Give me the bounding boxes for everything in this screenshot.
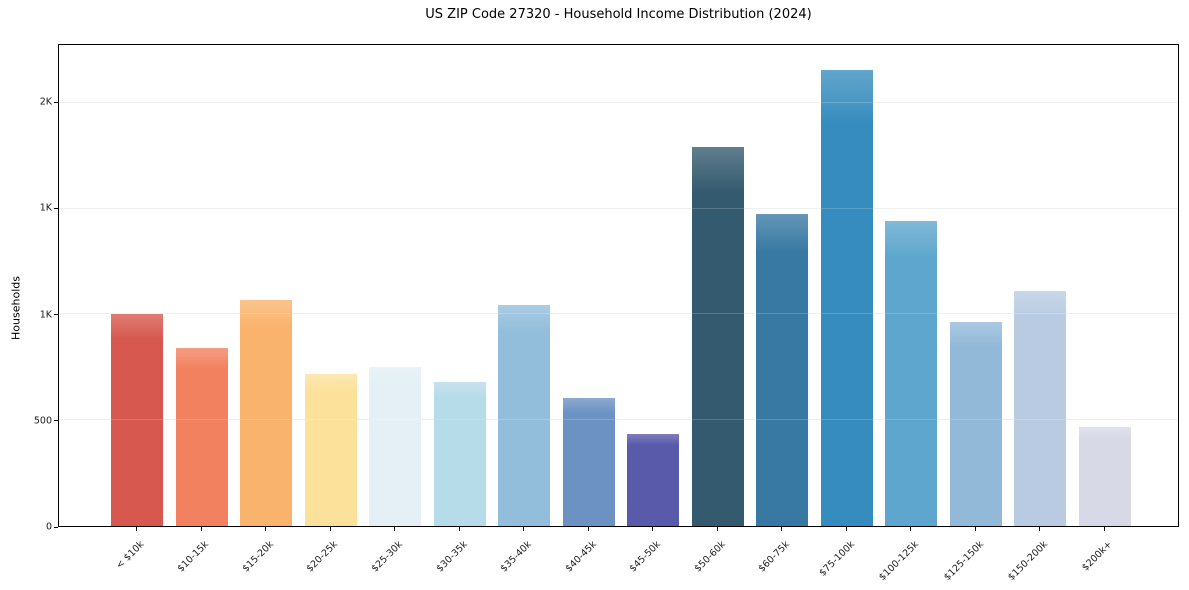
x-tick-mark — [458, 527, 460, 531]
y-tick-mark — [54, 526, 58, 528]
x-tick-label: $35-40k — [498, 539, 534, 575]
y-tick-label: 1K — [39, 308, 52, 320]
y-tick-label: 1K — [39, 202, 52, 214]
x-tick-label: $20-25k — [304, 539, 341, 575]
bar-35-40k — [498, 304, 551, 526]
x-tick-mark — [974, 527, 976, 531]
x-tick-mark — [652, 527, 654, 531]
gridline-overlay — [59, 207, 1178, 209]
bar-45-50k — [627, 433, 680, 526]
gridline-overlay — [59, 419, 1178, 421]
x-tick-label: $25-30k — [369, 539, 405, 575]
x-tick-mark — [136, 527, 137, 531]
x-tick-mark — [394, 527, 396, 531]
bar-15-20k — [240, 299, 293, 526]
x-tick-mark — [1039, 527, 1041, 531]
y-tick-mark — [54, 207, 58, 209]
x-tick-mark — [265, 527, 267, 531]
chart-title: US ZIP Code 27320 - Household Income Dis… — [425, 7, 812, 22]
y-tick-label: 500 — [33, 415, 52, 427]
x-tick-label: < $10k — [114, 539, 147, 572]
bar-150-200k — [1014, 291, 1067, 526]
x-tick-mark — [329, 527, 331, 531]
bar-10k — [111, 314, 163, 526]
x-tick-label: $125-150k — [941, 539, 986, 584]
x-tick-mark — [845, 527, 847, 531]
gridline — [59, 313, 1178, 315]
x-tick-mark — [200, 527, 202, 531]
x-tick-mark — [523, 527, 525, 531]
x-tick-label: $100-125k — [877, 539, 922, 584]
gridline — [59, 101, 1178, 103]
bar-40-45k — [562, 397, 615, 526]
x-tick-mark — [1103, 527, 1105, 531]
y-tick-mark — [54, 101, 58, 103]
y-tick-label: 2K — [39, 96, 52, 108]
x-tick-label: $10-15k — [175, 539, 212, 575]
bar-125-150k — [949, 321, 1002, 526]
plot-area — [58, 44, 1179, 527]
y-tick-mark — [54, 314, 58, 315]
y-axis-label: Households — [9, 276, 23, 340]
gridline — [59, 419, 1178, 421]
x-tick-label: $60-75k — [756, 539, 793, 575]
x-tick-label: $45-50k — [627, 539, 664, 575]
bar-20-25k — [304, 373, 357, 526]
y-tick-label: 0 — [45, 521, 52, 533]
bar-10-15k — [175, 348, 228, 526]
bar-200k — [1078, 426, 1131, 526]
x-tick-label: $75-100k — [816, 539, 857, 579]
bar-50-60k — [691, 147, 744, 526]
y-tick-mark — [54, 420, 58, 422]
x-tick-label: $30-35k — [433, 539, 470, 575]
gridline-overlay — [59, 101, 1178, 103]
x-tick-mark — [716, 527, 718, 531]
x-tick-label: $40-45k — [563, 539, 599, 575]
bar-75-100k — [820, 69, 873, 526]
x-tick-label: $50-60k — [692, 539, 728, 575]
bar-60-75k — [756, 213, 809, 526]
gridline-overlay — [59, 313, 1178, 315]
x-tick-label: $15-20k — [240, 539, 276, 575]
x-tick-mark — [587, 527, 589, 531]
x-tick-label: $150-200k — [1006, 539, 1051, 584]
bar-100-125k — [885, 221, 938, 526]
x-tick-mark — [910, 527, 912, 531]
x-tick-mark — [781, 527, 783, 531]
gridline — [59, 207, 1178, 209]
x-tick-label: $200k+ — [1080, 539, 1115, 574]
bar-25-30k — [369, 367, 422, 526]
bar-30-35k — [433, 382, 486, 526]
